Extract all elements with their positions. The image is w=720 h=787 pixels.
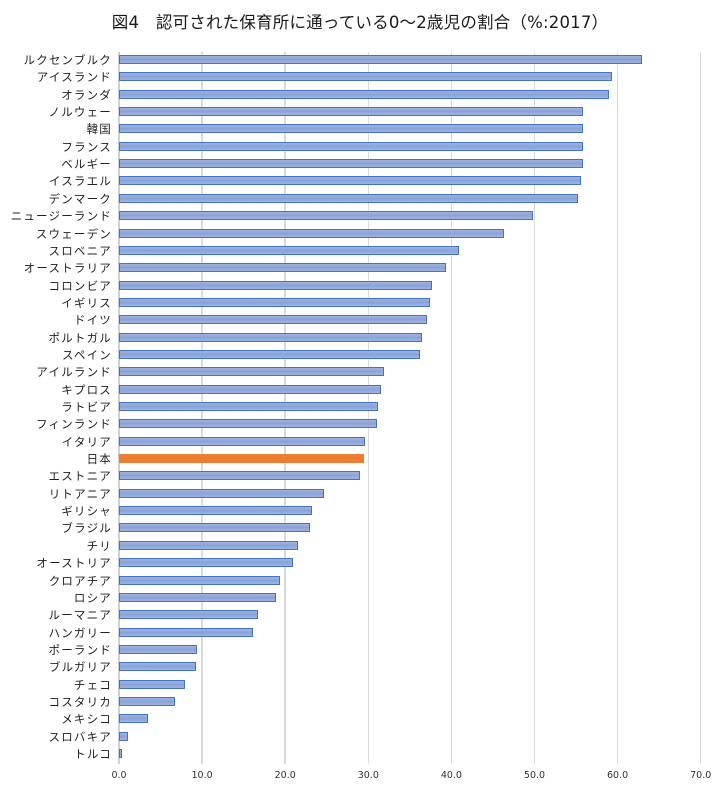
bar [119,55,642,64]
bar [119,402,379,411]
category-label: ハンガリー [48,625,112,640]
gridline [533,52,536,764]
category-label: ニュージーランド [10,209,112,224]
bar [119,731,128,741]
bar [119,297,431,307]
x-tick-label: 10.0 [191,770,213,781]
bar [119,662,197,672]
category-label: スペイン [62,347,112,362]
gridline [699,52,702,764]
category-label: エストニア [48,469,112,484]
bar [119,384,382,394]
bar [119,540,299,550]
category-label: 日本 [86,452,112,467]
category-label: ロシア [73,590,112,605]
category-label: 韓国 [86,122,112,137]
bar [119,107,584,117]
x-tick-label: 30.0 [357,770,379,781]
category-label: オーストリア [36,556,112,571]
x-tick-label: 70.0 [690,770,712,781]
category-label: コロンビア [48,278,112,293]
bar [119,506,313,516]
category-label: アイルランド [36,365,112,380]
bar [119,436,365,446]
bar [119,488,325,498]
bar [119,332,423,342]
x-tick-label: 50.0 [523,770,546,781]
category-label: ラトビア [61,400,112,414]
bar [119,696,176,706]
category-label: チリ [86,538,112,553]
bar [119,263,447,273]
x-tick-label: 60.0 [607,770,629,781]
bar [119,644,197,654]
category-label: ルーマニア [48,608,112,623]
category-label: ギリシャ [61,504,112,519]
category-label: イスラエル [48,174,112,189]
bar [119,72,613,82]
category-label: ブラジル [61,521,112,536]
category-label: スウェーデン [35,226,112,241]
x-tick-label: 0.0 [111,770,127,781]
category-label: フランス [61,139,112,154]
bar [119,193,578,203]
bar [119,471,360,481]
bar [119,124,584,134]
bar [119,280,433,290]
chart-title: 図4 認可された保育所に通っている0〜2歳児の割合（%:2017） [111,13,609,32]
category-label: オーストラリア [23,261,112,276]
category-label: ブルガリア [48,660,112,675]
bar [119,89,610,99]
bar-highlight [119,454,364,464]
category-label: フィンランド [36,417,112,432]
category-label: イギリス [61,295,112,310]
bar [119,315,428,325]
bar [119,627,253,637]
gridline [616,52,619,764]
x-tick-label: 40.0 [440,770,462,781]
category-label: チェコ [73,677,112,692]
gridline [450,52,453,764]
bar [119,714,148,724]
bar [119,679,186,689]
bar [119,558,293,568]
category-label: イタリア [61,434,112,449]
category-label: スロバキア [48,729,112,744]
category-label: スロベニア [48,243,112,258]
category-label: ベルギー [61,157,112,172]
bar [119,159,583,169]
category-label: コスタリカ [48,694,112,709]
bar [119,592,276,602]
category-label: トルコ [74,747,112,761]
bar [119,141,584,151]
bar [119,245,459,255]
category-label: ポルトガル [48,330,112,345]
bar [119,610,258,620]
bar [119,419,378,429]
category-label: キプロス [61,382,112,397]
category-label: リトアニア [48,486,112,501]
category-label: ルクセンブルク [23,53,112,67]
category-label: デンマーク [48,191,112,206]
bar [119,523,310,533]
category-label: メキシコ [61,712,112,727]
bar [119,367,384,377]
bar [119,176,581,186]
category-label: クロアチア [48,573,112,588]
category-label: オランダ [61,87,112,102]
category-label: ポーランド [48,642,112,657]
x-tick-label: 20.0 [274,770,296,781]
bar [119,228,505,238]
bar [119,575,281,585]
category-label: ノルウェー [48,105,112,120]
bar [119,349,421,359]
bar [119,749,122,758]
bar [119,211,533,221]
category-label: ドイツ [73,313,112,328]
category-label: アイスランド [36,70,112,85]
